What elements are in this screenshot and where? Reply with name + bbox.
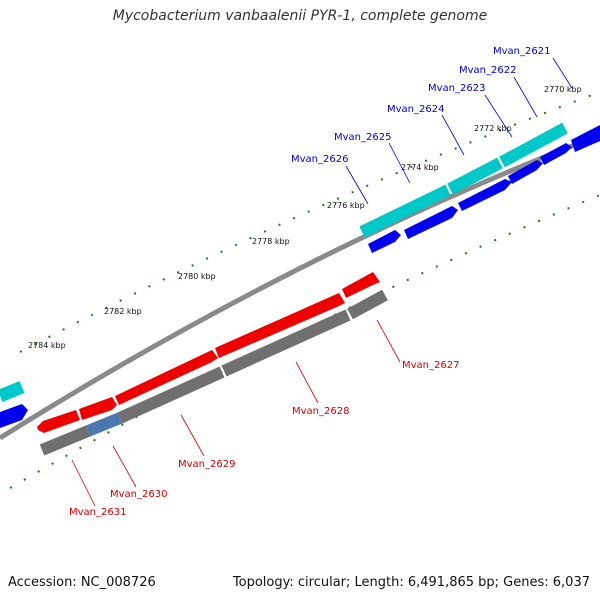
label-mvan-2631: Mvan_2631	[69, 507, 126, 518]
gene-mvan-2631-arrow	[37, 410, 80, 433]
scale-label-2774: 2774 kbp	[401, 163, 439, 172]
reverse-gene-labels: Mvan_2627 Mvan_2628 Mvan_2629 Mvan_2630 …	[69, 319, 459, 518]
label-mvan-2621: Mvan_2621	[493, 46, 550, 57]
label-mvan-2622: Mvan_2622	[459, 65, 516, 76]
gene-mvan-2628-arrow	[215, 293, 345, 358]
gene-mvan-2629-arrow	[115, 350, 218, 405]
reverse-gene-track	[37, 272, 380, 433]
scale-labels: 2770 kbp 2772 kbp 2774 kbp 2776 kbp 2778…	[28, 85, 582, 350]
gene-mvan-2627-arrow	[342, 272, 380, 298]
forward-cds-track	[0, 122, 568, 403]
cds-mvan-2628	[221, 309, 351, 377]
scale-label-2770: 2770 kbp	[544, 85, 582, 94]
gene-mvan-2630-arrow	[79, 397, 117, 420]
reverse-cds-track	[39, 289, 388, 456]
gene-arrow-left-fwd	[0, 404, 28, 428]
cds-mvan-2631	[39, 425, 91, 456]
cds-mvan-2624	[447, 157, 503, 195]
label-mvan-2624: Mvan_2624	[387, 104, 444, 115]
label-mvan-2625: Mvan_2625	[334, 132, 391, 143]
scale-label-2780: 2780 kbp	[178, 272, 216, 281]
gene-mvan-2621-arrow	[571, 125, 600, 152]
gene-mvan-2623-arrow	[508, 160, 543, 184]
inner-tick-arc	[9, 194, 600, 489]
cds-mvan-2626	[359, 184, 451, 238]
label-mvan-2630: Mvan_2630	[110, 489, 167, 500]
forward-gene-labels: Mvan_2621 Mvan_2622 Mvan_2623 Mvan_2624 …	[291, 46, 573, 205]
cds-mvan-2622	[499, 122, 568, 168]
scale-label-2776: 2776 kbp	[327, 201, 365, 210]
scale-label-2784: 2784 kbp	[28, 341, 66, 350]
scale-label-2782: 2782 kbp	[104, 307, 142, 316]
forward-gene-track	[0, 125, 600, 428]
backbone-lower	[0, 132, 600, 441]
label-mvan-2626: Mvan_2626	[291, 154, 348, 165]
map-title: Mycobacterium vanbaalenii PYR-1, complet…	[112, 8, 488, 24]
gene-mvan-2625-arrow	[404, 206, 458, 239]
cds-mvan-2629	[117, 366, 225, 424]
accession-text: Accession: NC_008726	[8, 575, 156, 590]
label-mvan-2627: Mvan_2627	[402, 360, 459, 371]
gene-mvan-2622-arrow	[540, 143, 572, 165]
gene-mvan-2626-arrow	[368, 230, 401, 253]
label-mvan-2628: Mvan_2628	[292, 406, 349, 417]
scale-label-2778: 2778 kbp	[252, 237, 290, 246]
label-mvan-2629: Mvan_2629	[178, 459, 235, 470]
topology-text: Topology: circular; Length: 6,491,865 bp…	[232, 575, 590, 590]
scale-label-2772: 2772 kbp	[474, 124, 512, 133]
cds-mvan-2630	[85, 412, 123, 437]
gene-mvan-2624-arrow	[458, 179, 512, 211]
cds-mvan-2627	[347, 289, 388, 320]
label-mvan-2623: Mvan_2623	[428, 83, 485, 94]
